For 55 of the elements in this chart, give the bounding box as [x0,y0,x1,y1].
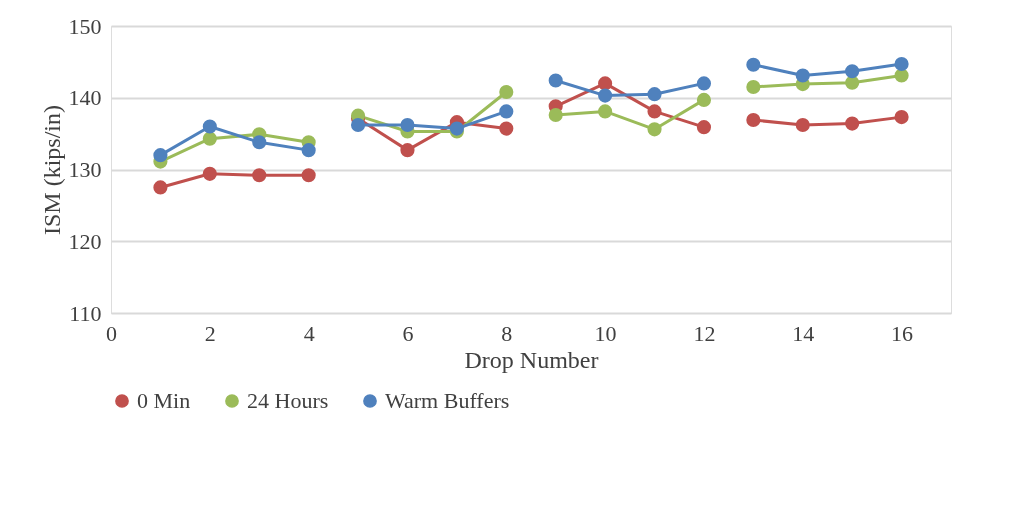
point [598,104,613,119]
point [301,143,316,158]
legend-label: 24 Hours [247,388,329,413]
point [499,104,514,119]
point [746,57,761,72]
y-tick-label: 120 [68,228,102,254]
y-tick-label: 140 [68,85,102,111]
point [845,64,860,79]
point [795,117,810,133]
point [153,148,168,163]
point [647,104,662,119]
point [696,92,712,107]
x-tick-label: 0 [106,320,117,346]
point [845,116,860,131]
x-tick-label: 12 [693,320,716,346]
x-tick-label: 16 [891,320,914,346]
x-tick-label: 10 [594,320,617,346]
y-tick-label: 110 [69,300,102,326]
x-tick-label: 8 [501,320,513,346]
x-tick-label: 6 [402,320,414,346]
point [647,122,662,137]
point [252,168,267,183]
y-tick-label: 130 [68,157,102,182]
point [202,166,217,181]
point [746,112,761,128]
y-axis-title: ISM (kips/in) [38,104,65,236]
point [548,73,563,88]
point [499,84,514,100]
point [400,117,415,133]
legend-label: 0 Min [137,388,191,413]
point [598,88,613,103]
x-tick-label: 14 [792,320,815,346]
x-tick-label: 4 [303,320,315,346]
point [598,76,613,91]
point [746,79,761,95]
legend-label: Warm Buffers [385,388,510,413]
x-axis-title: Drop Number [464,346,599,373]
point [499,121,514,136]
point [301,168,316,183]
point [894,110,909,125]
point [202,119,217,134]
point [795,68,810,83]
point [845,75,860,90]
point [696,76,712,91]
point [153,180,168,195]
point [400,143,415,158]
point [647,87,662,102]
point [548,107,563,123]
y-tick-label: 150 [68,13,102,39]
x-tick-label: 2 [204,320,216,346]
point [350,117,366,133]
point [696,120,712,135]
point [202,131,217,146]
point [252,135,267,150]
point [894,56,909,72]
